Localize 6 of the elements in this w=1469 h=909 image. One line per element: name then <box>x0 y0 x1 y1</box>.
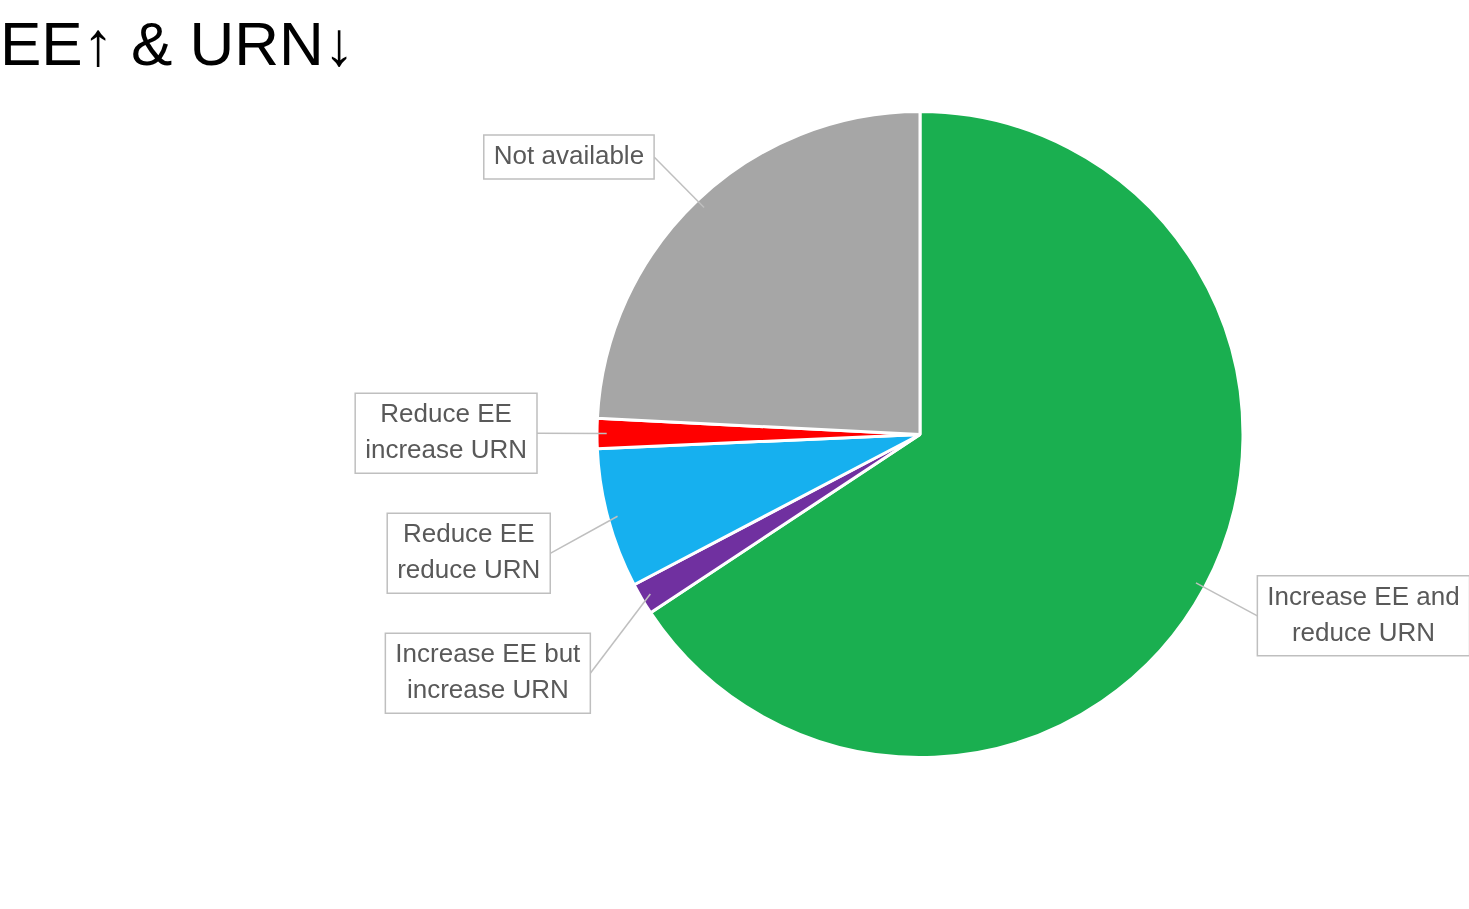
slice-label: Not available <box>493 140 645 171</box>
slice-label: Reduce EE reduce URN <box>397 518 541 585</box>
slice-label: Reduce EE increase URN <box>365 398 527 465</box>
slice-label: Increase EE and reduce URN <box>1267 581 1460 648</box>
slice-label: Increase EE but increase URN <box>395 638 582 705</box>
chart-title: EE↑ & URN↓ <box>0 9 355 79</box>
